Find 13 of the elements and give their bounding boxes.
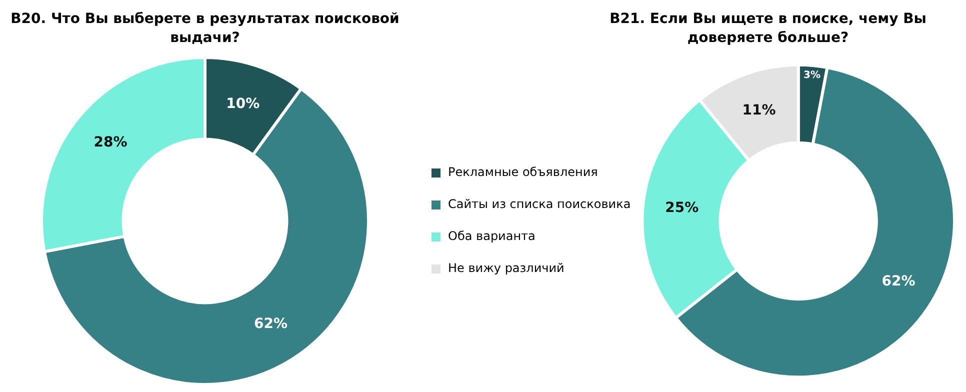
chart-title: B20. Что Вы выберете в результатах поисковой выдачи?	[10, 10, 400, 48]
data-label: 28%	[94, 134, 128, 150]
data-label: 3%	[803, 70, 820, 82]
legend-label: Сайты из списка поисковика	[448, 197, 631, 212]
legend-label: Оба варианта	[448, 229, 536, 244]
legend-label: Не вижу различий	[448, 261, 564, 276]
data-label: 62%	[882, 273, 916, 290]
chart-title: B21. Если Вы ищете в поиске, чему Вы доверяете больше?	[608, 10, 928, 48]
data-label: 62%	[254, 316, 288, 332]
legend-label: Рекламные объявления	[448, 165, 598, 180]
data-label: 10%	[226, 96, 260, 112]
data-label: 25%	[665, 200, 699, 216]
data-label: 11%	[742, 102, 776, 118]
